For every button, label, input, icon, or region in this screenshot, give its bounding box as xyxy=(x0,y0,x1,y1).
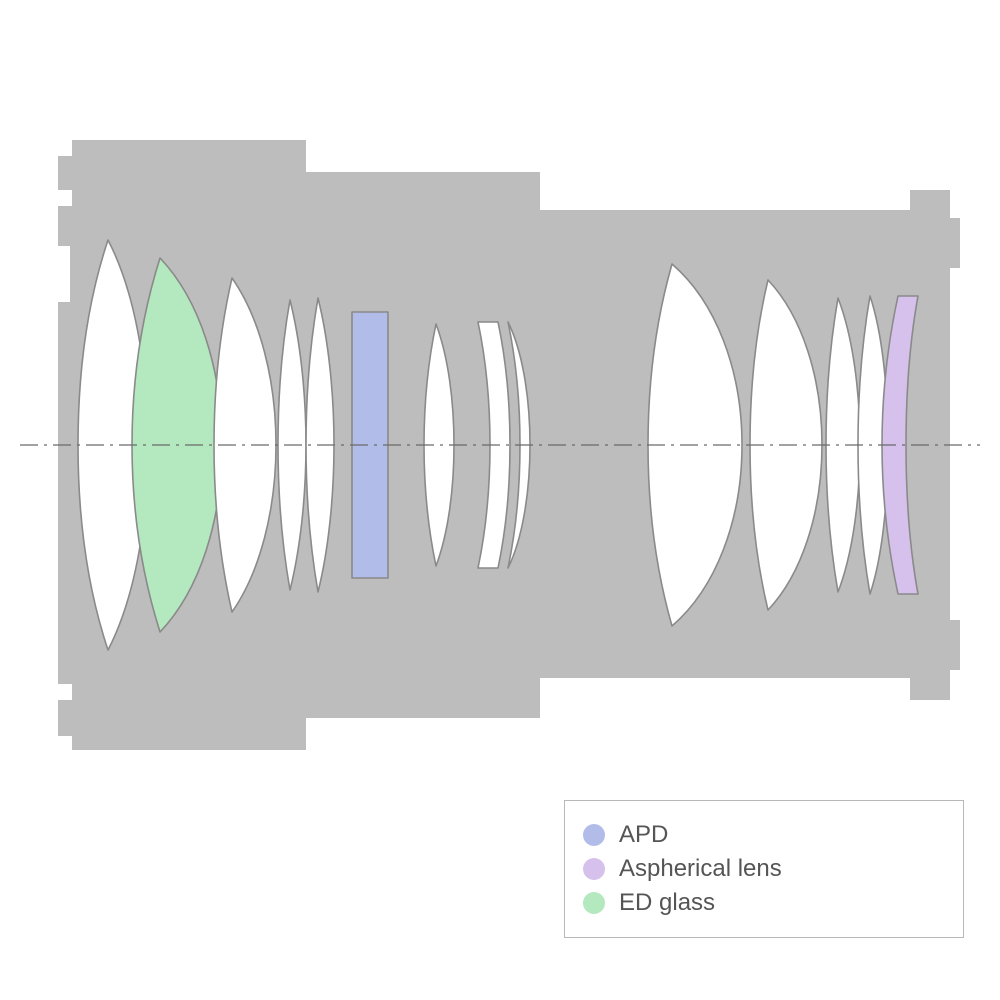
legend-label-aspherical: Aspherical lens xyxy=(619,855,782,883)
legend-box: APD Aspherical lens ED glass xyxy=(564,800,964,938)
legend-label-apd: APD xyxy=(619,821,668,849)
legend-swatch-ed_glass xyxy=(583,892,605,914)
legend-item-aspherical: Aspherical lens xyxy=(583,855,945,883)
legend-swatch-aspherical xyxy=(583,858,605,880)
legend-label-ed_glass: ED glass xyxy=(619,889,715,917)
legend-item-ed_glass: ED glass xyxy=(583,889,945,917)
legend-item-apd: APD xyxy=(583,821,945,849)
legend-swatch-apd xyxy=(583,824,605,846)
diagram-canvas: APD Aspherical lens ED glass xyxy=(0,0,1000,1000)
